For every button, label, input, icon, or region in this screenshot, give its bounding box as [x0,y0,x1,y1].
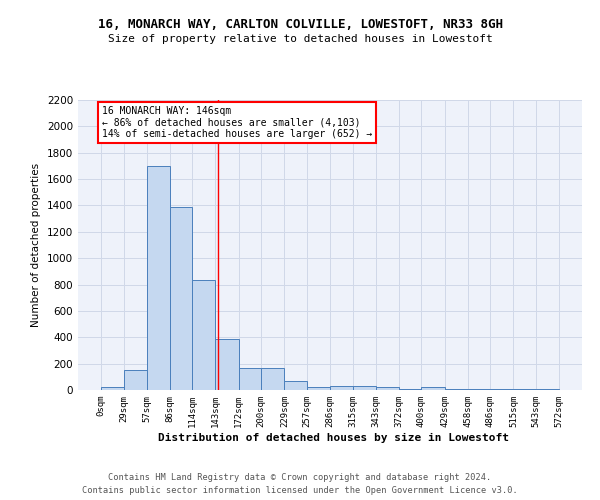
Bar [146,166,170,390]
Bar [101,388,124,390]
Text: Contains public sector information licensed under the Open Government Licence v3: Contains public sector information licen… [82,486,518,495]
Text: Distribution of detached houses by size in Lowestoft: Distribution of detached houses by size … [158,432,509,442]
Bar [170,207,192,390]
Y-axis label: Number of detached properties: Number of detached properties [31,163,41,327]
Text: Contains HM Land Registry data © Crown copyright and database right 2024.: Contains HM Land Registry data © Crown c… [109,472,491,482]
Bar [330,386,353,390]
Bar [239,368,261,390]
Text: 16, MONARCH WAY, CARLTON COLVILLE, LOWESTOFT, NR33 8GH: 16, MONARCH WAY, CARLTON COLVILLE, LOWES… [97,18,503,30]
Bar [261,368,284,390]
Text: Size of property relative to detached houses in Lowestoft: Size of property relative to detached ho… [107,34,493,43]
Bar [307,386,330,390]
Bar [284,381,307,390]
Bar [215,338,239,390]
Bar [353,386,376,390]
Text: 16 MONARCH WAY: 146sqm
← 86% of detached houses are smaller (4,103)
14% of semi-: 16 MONARCH WAY: 146sqm ← 86% of detached… [102,106,372,139]
Bar [124,370,146,390]
Bar [376,388,399,390]
Bar [421,388,445,390]
Bar [192,280,215,390]
